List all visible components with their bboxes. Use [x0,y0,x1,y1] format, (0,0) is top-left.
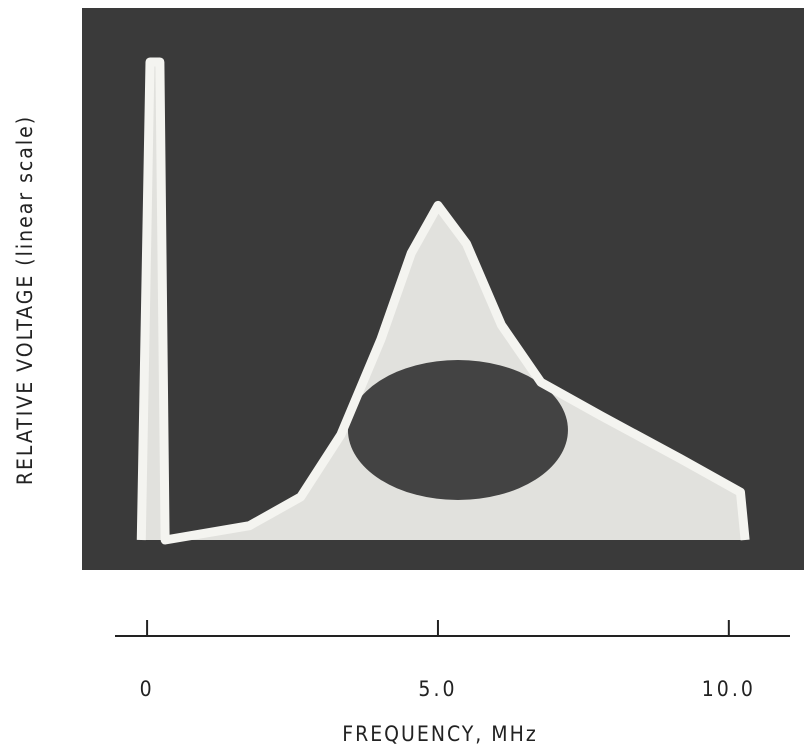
chart: RELATIVE VOLTAGE (linear scale) FREQUENC… [0,0,804,751]
x-axis-label: FREQUENCY, MHz [342,722,538,746]
x-tick-label: 0 [140,677,155,701]
x-tick-label: 10.0 [702,677,756,701]
y-axis-label: RELATIVE VOLTAGE (linear scale) [13,115,37,485]
x-tick-label: 5.0 [418,677,457,701]
